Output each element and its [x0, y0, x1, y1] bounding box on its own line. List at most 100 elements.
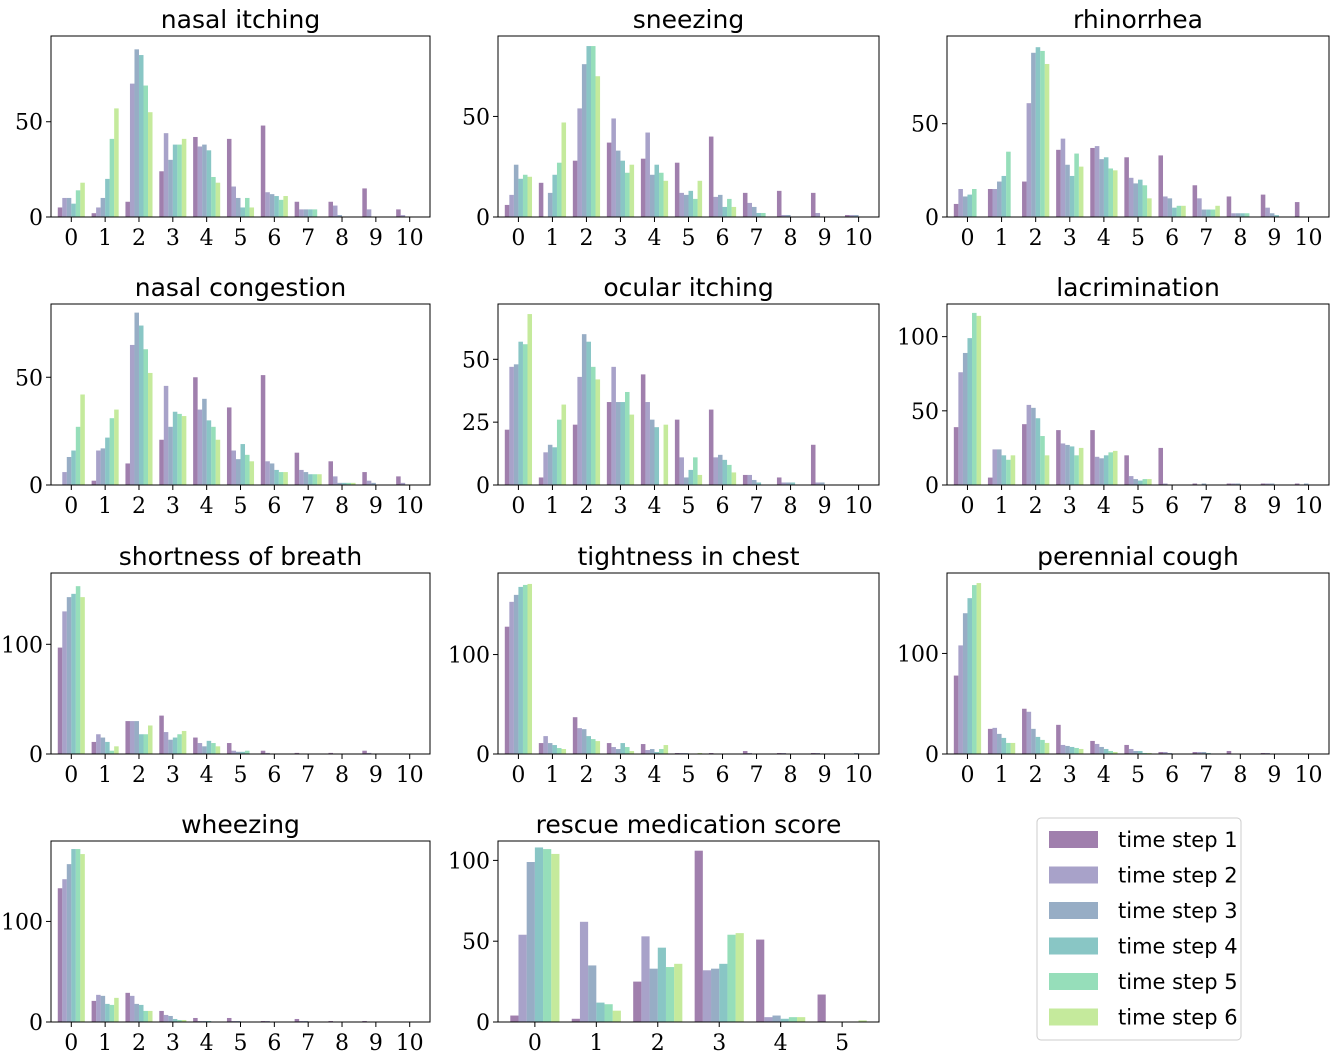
bar [80, 597, 85, 754]
bar [1143, 185, 1148, 217]
bar [1027, 103, 1032, 217]
bar [1231, 213, 1236, 217]
y-tick-label: 0 [476, 206, 490, 231]
bar [159, 440, 164, 485]
bar [625, 392, 630, 485]
bar [658, 948, 666, 1022]
bar [1022, 709, 1027, 754]
bar [718, 195, 723, 217]
panel-title: nasal congestion [135, 273, 346, 302]
bar [308, 474, 313, 485]
bar [611, 118, 616, 217]
y-tick-label: 50 [911, 400, 939, 425]
bar [1031, 53, 1036, 217]
bar [747, 203, 752, 217]
x-tick-label: 0 [511, 494, 525, 519]
bar [317, 474, 322, 485]
bar [1202, 210, 1207, 217]
bar [582, 729, 587, 754]
chart-panel: nasal itching0 1 2 3 4 5 6 7 8 9 10050 [15, 5, 430, 251]
bar [1074, 154, 1079, 217]
x-tick-label: 7 [750, 494, 764, 519]
bar [958, 372, 963, 485]
x-tick-label: 9 [818, 494, 832, 519]
x-tick-label: 4 [200, 1031, 214, 1053]
bar [613, 1011, 621, 1022]
x-tick-label: 9 [818, 226, 832, 251]
legend-label: time step 5 [1118, 970, 1238, 994]
bar [62, 611, 67, 754]
legend: time step 1time step 2time step 3time st… [1037, 818, 1241, 1040]
x-tick-label: 0 [511, 763, 525, 788]
bar [92, 481, 97, 485]
bar [689, 470, 694, 485]
bar [1022, 424, 1027, 485]
bar [67, 198, 72, 217]
bar [552, 745, 557, 754]
bar [159, 716, 164, 754]
x-tick-label: 4 [200, 226, 214, 251]
x-tick-label: 7 [301, 494, 315, 519]
x-tick-label: 5 [1131, 763, 1145, 788]
bar [703, 970, 711, 1022]
bar [650, 175, 655, 217]
x-tick-label: 7 [301, 763, 315, 788]
panel-title: lacrimination [1056, 273, 1220, 302]
bar [967, 195, 972, 217]
bar [543, 849, 551, 1022]
bar [308, 209, 313, 217]
bar [62, 198, 67, 217]
bar [645, 402, 650, 485]
x-tick-label: 8 [1233, 494, 1247, 519]
bar [1065, 445, 1070, 485]
bar [1158, 155, 1163, 217]
bar [1095, 457, 1100, 485]
bar [1074, 748, 1079, 754]
bar [177, 734, 182, 754]
bar [1036, 418, 1041, 485]
bar [1124, 157, 1129, 217]
bar [573, 717, 578, 754]
x-tick-label: 3 [1063, 226, 1077, 251]
legend-swatch [1049, 938, 1098, 955]
bar [1022, 182, 1027, 217]
bar [143, 86, 148, 217]
bar [182, 731, 187, 754]
bar [818, 995, 826, 1022]
x-tick-label: 5 [682, 226, 696, 251]
bar [125, 202, 130, 217]
bar [664, 425, 669, 485]
panel-title: perennial cough [1037, 542, 1239, 571]
bar [695, 851, 703, 1022]
bar [114, 998, 119, 1022]
bar [62, 472, 67, 485]
x-tick-label: 9 [369, 1031, 383, 1053]
bar [1108, 452, 1113, 485]
axes-frame [947, 573, 1329, 754]
bar [689, 191, 694, 217]
bar [954, 676, 959, 754]
bar [304, 472, 309, 485]
y-tick-label: 0 [29, 743, 43, 768]
x-tick-label: 3 [166, 226, 180, 251]
legend-label: time step 1 [1118, 828, 1238, 852]
bar [1206, 210, 1211, 217]
bar [577, 108, 582, 217]
bar [645, 750, 650, 754]
bar [193, 377, 198, 485]
bar [557, 748, 562, 754]
bar [596, 379, 601, 485]
bar [1006, 743, 1011, 754]
bar [582, 64, 587, 217]
x-tick-label: 8 [1233, 226, 1247, 251]
bar [245, 198, 250, 217]
x-tick-label: 0 [64, 763, 78, 788]
panel-title: sneezing [633, 5, 744, 34]
bar [1070, 446, 1075, 485]
bar [67, 457, 72, 485]
x-tick-label: 5 [682, 763, 696, 788]
bar [954, 427, 959, 485]
bar [518, 935, 526, 1022]
bar [1045, 64, 1050, 217]
